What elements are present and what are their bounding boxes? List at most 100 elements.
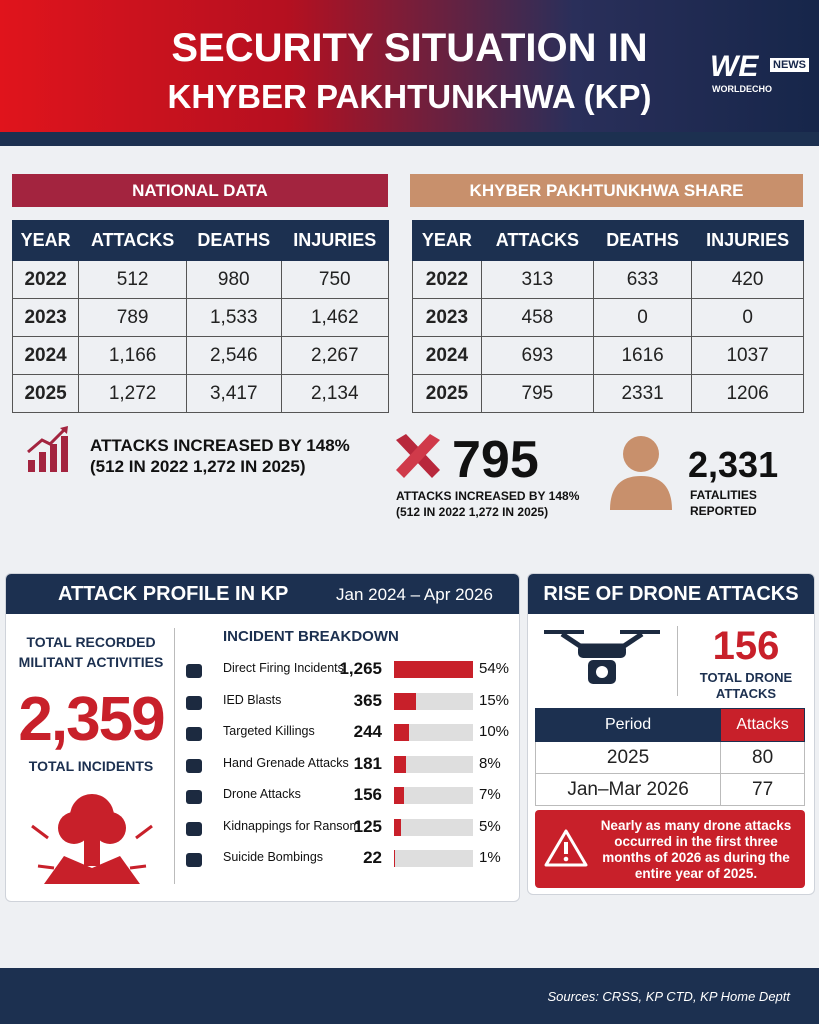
attack-profile-card: ATTACK PROFILE IN KP Jan 2024 – Apr 2026… <box>5 573 520 902</box>
section-title: KHYBER PAKHTUNKHWA SHARE <box>410 174 803 207</box>
highlight-text: REPORTED <box>690 504 757 518</box>
cell: 2,267 <box>280 336 390 375</box>
column-header: YEAR <box>11 220 80 261</box>
card-period: Jan 2024 – Apr 2026 <box>336 585 493 604</box>
column-header: Period <box>534 708 722 742</box>
logo-sub: WORLDECHO <box>712 84 772 94</box>
drone-total: 156 <box>712 624 780 668</box>
total-label: TOTAL RECORDED <box>26 634 156 650</box>
column-header: INJURIES <box>280 220 390 261</box>
header-row: YEAR ATTACKS DEATHS INJURIES <box>412 220 804 261</box>
drone-total-label: ATTACKS <box>715 686 777 701</box>
item-percent: 5% <box>479 817 501 835</box>
footer <box>0 968 819 1024</box>
card-title: RISE OF DRONE ATTACKS <box>543 583 799 605</box>
cell: 2025 <box>11 374 80 413</box>
item-icon <box>186 758 202 773</box>
column-header: ATTACKS <box>480 220 594 261</box>
row: Jan–Mar 2026 77 <box>534 773 805 806</box>
cell: 2023 <box>412 298 482 337</box>
total: 2,359 <box>18 685 165 754</box>
card-title: ATTACK PROFILE IN KP <box>58 583 289 605</box>
total-label: MILITANT ACTIVITIES <box>18 654 164 670</box>
cell: 2,546 <box>186 336 282 375</box>
cell: 1037 <box>691 336 804 375</box>
item-count: 125 <box>353 816 382 836</box>
title: SECURITY SITUATION IN <box>171 26 648 70</box>
item-label: Hand Grenade Attacks <box>223 755 349 770</box>
fatalities: 2,331 <box>688 444 779 485</box>
row: 2023 789 1,533 1,462 <box>11 298 390 337</box>
header-strip <box>0 132 819 146</box>
row: 2022 313 633 420 <box>412 260 804 299</box>
item-percent: 1% <box>479 849 501 866</box>
cell: 3,417 <box>186 374 282 413</box>
row: 2025 80 <box>534 741 805 774</box>
column-header: DEATHS <box>592 220 693 261</box>
item-count: 365 <box>353 690 382 710</box>
header-band <box>0 0 819 132</box>
card-header <box>528 574 814 614</box>
cell: 1,533 <box>186 298 282 337</box>
cell: 2025 <box>534 741 722 774</box>
note-box <box>535 810 805 888</box>
highlight-text: ATTACKS INCREASED BY 148% <box>90 436 350 455</box>
cell: 693 <box>480 336 594 375</box>
row: 2022 512 980 750 <box>11 260 390 299</box>
item-icon <box>186 821 202 836</box>
cell: 77 <box>720 773 805 806</box>
cell: 1,272 <box>78 374 188 413</box>
bar <box>394 661 473 678</box>
cell: 789 <box>78 298 188 337</box>
item-icon <box>186 853 202 867</box>
drone-table: Period Attacks 2025 80 Jan–Mar 2026 77 <box>534 708 805 806</box>
logo: WE <box>710 50 759 83</box>
card-header <box>6 574 519 614</box>
item-icon <box>186 790 202 804</box>
cell: Jan–Mar 2026 <box>534 773 722 806</box>
highlight-text: ATTACKS INCREASED BY 148% <box>396 489 580 503</box>
cell: 633 <box>592 260 693 299</box>
item-count: 244 <box>353 722 382 741</box>
item-percent: 10% <box>479 723 510 740</box>
cell: 2023 <box>11 298 80 337</box>
item-count: 1,265 <box>339 659 382 678</box>
drone-card: RISE OF DRONE ATTACKS 156 TOTAL DRONE AT… <box>527 573 815 895</box>
drone-icon <box>544 630 660 684</box>
bar-track <box>394 755 473 773</box>
cell: 2022 <box>412 260 482 299</box>
item-label: Suicide Bombings <box>223 850 324 864</box>
cell: 980 <box>186 260 282 299</box>
national-table: YEAR ATTACKS DEATHS INJURIES 2022 512 980 750 20… <box>11 220 390 413</box>
logo-badge: NEWS <box>770 58 809 72</box>
column-header: Attacks <box>720 708 805 742</box>
cell: 0 <box>592 298 693 337</box>
chart-icon <box>27 426 68 472</box>
item-label: Direct Firing Incidents <box>223 661 344 675</box>
bar <box>394 818 402 836</box>
item-percent: 8% <box>479 754 501 772</box>
bar <box>394 787 405 804</box>
cell: 313 <box>480 260 594 299</box>
bar-track <box>394 818 473 836</box>
bar <box>394 692 416 710</box>
item-label: Targeted Killings <box>223 724 315 738</box>
divider <box>174 628 175 884</box>
cell: 1,462 <box>280 298 390 337</box>
kp-attacks: 795 <box>452 431 539 489</box>
item-icon <box>186 695 202 710</box>
divider <box>677 626 678 696</box>
note: Nearly as many drone attacks occurred in… <box>600 818 792 881</box>
warning-icon <box>544 829 588 867</box>
attack-icon <box>396 434 440 478</box>
item-count: 156 <box>353 785 382 804</box>
row: 2023 458 0 0 <box>412 298 804 337</box>
cell: 458 <box>480 298 594 337</box>
title: KHYBER PAKHTUNKHWA (KP) <box>167 78 652 115</box>
item-percent: 15% <box>479 691 510 709</box>
row: 2025 1,272 3,417 2,134 <box>11 374 390 413</box>
cell: 2025 <box>412 374 482 413</box>
cell: 750 <box>280 260 390 299</box>
bar <box>394 850 396 867</box>
